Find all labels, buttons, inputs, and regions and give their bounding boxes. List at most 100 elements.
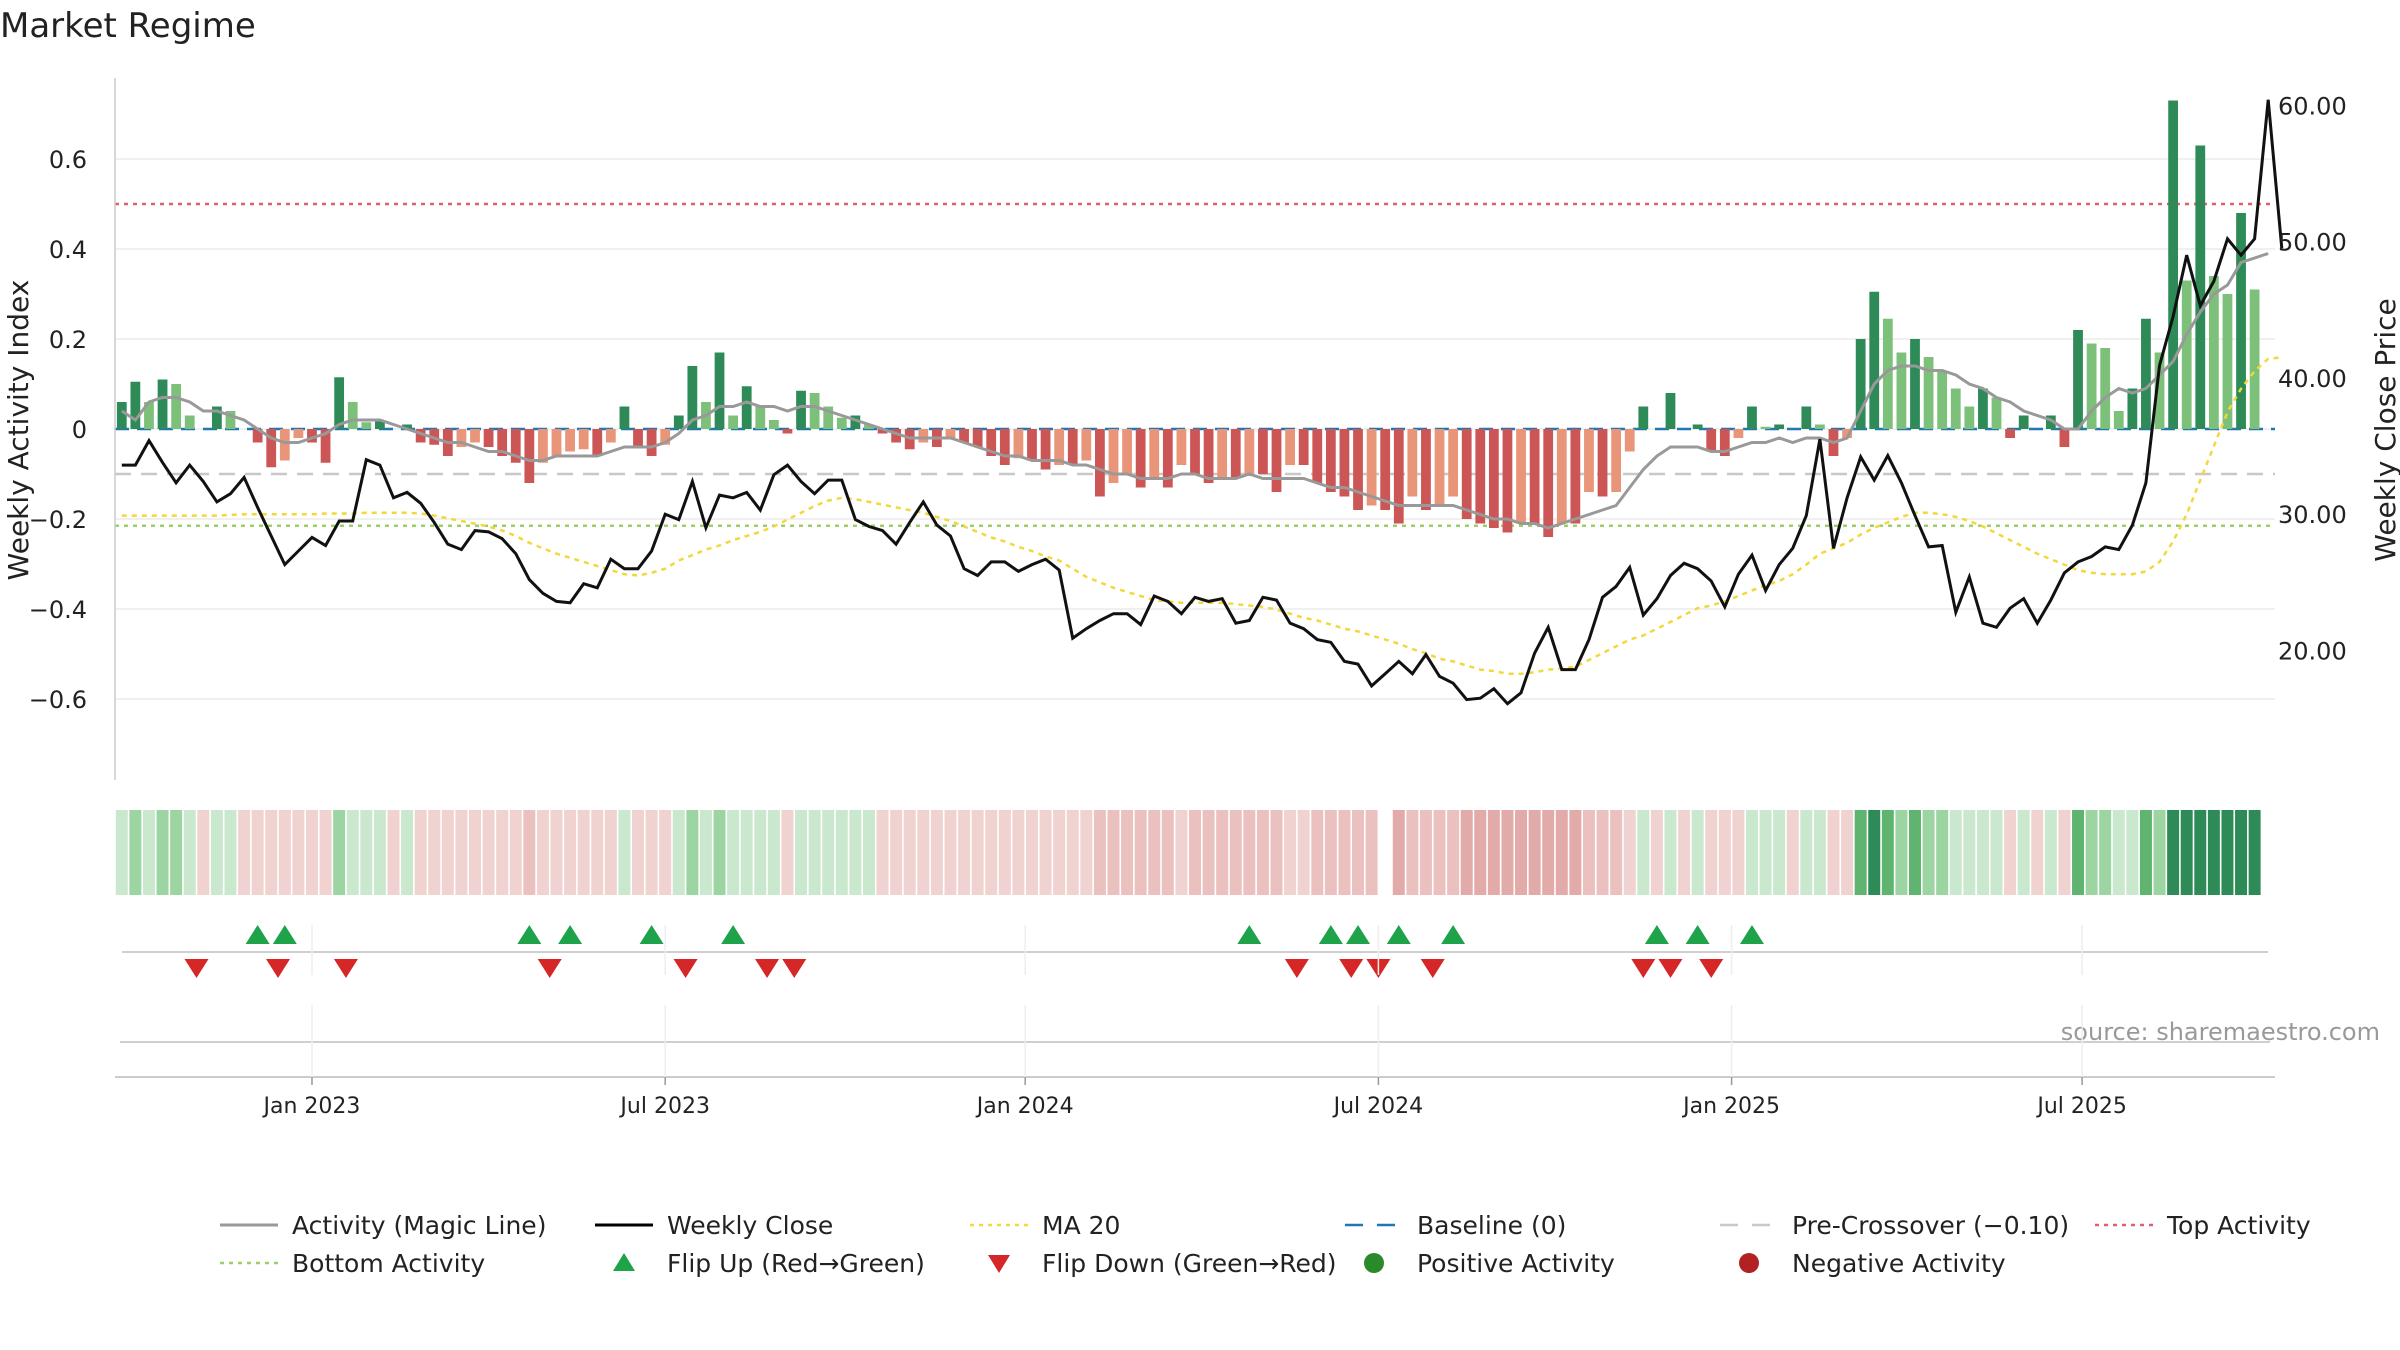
regime-cell	[2180, 810, 2193, 895]
activity-bar	[538, 429, 548, 463]
regime-cell	[1610, 810, 1623, 895]
activity-bar	[1393, 429, 1404, 524]
activity-bar	[2168, 100, 2179, 429]
regime-cell	[2072, 810, 2085, 895]
legend-label: Flip Up (Red→Green)	[667, 1249, 925, 1278]
regime-cell	[1745, 810, 1758, 895]
activity-bar	[959, 429, 969, 443]
regime-cell	[876, 810, 889, 895]
regime-cell	[441, 810, 454, 895]
activity-bar	[1108, 429, 1119, 483]
activity-bar	[184, 415, 195, 429]
regime-cell	[577, 810, 590, 895]
x-tick-label: Jul 2025	[2035, 1094, 2127, 1119]
flip-up-marker	[558, 925, 583, 944]
regime-cell	[1759, 810, 1772, 895]
x-tick-label: Jan 2025	[1681, 1094, 1780, 1119]
regime-cell	[224, 810, 237, 895]
flip-up-marker	[1685, 925, 1710, 944]
regime-cell	[2194, 810, 2207, 895]
activity-bars	[116, 100, 2260, 537]
flip-down-marker	[266, 959, 291, 978]
flip-down-marker	[1658, 959, 1683, 978]
legend-item: Flip Up (Red→Green)	[613, 1249, 925, 1278]
legend-item: Flip Down (Green→Red)	[988, 1249, 1337, 1278]
regime-cell	[1392, 810, 1405, 895]
activity-bar	[144, 402, 154, 429]
regime-cell	[835, 810, 848, 895]
activity-bar	[1448, 429, 1459, 497]
y2-axis-label: Weekly Close Price	[2369, 298, 2400, 561]
activity-bar	[402, 424, 412, 429]
activity-bar	[877, 429, 888, 434]
activity-bar	[1529, 429, 1540, 524]
regime-cell	[2221, 810, 2234, 895]
activity-bar	[307, 429, 317, 443]
legend-label: MA 20	[1042, 1211, 1120, 1240]
regime-cell	[645, 810, 658, 895]
legend-item: Bottom Activity	[220, 1249, 485, 1278]
activity-bar	[1312, 429, 1323, 483]
flip-up-marker	[517, 925, 542, 944]
regime-cell	[1012, 810, 1025, 895]
regime-cell	[1352, 810, 1365, 895]
activity-bar	[673, 415, 684, 429]
activity-bar	[714, 352, 725, 429]
regime-cell	[373, 810, 386, 895]
activity-bar	[2113, 411, 2124, 429]
regime-cell	[944, 810, 957, 895]
ma20-line	[121, 356, 2282, 675]
regime-cell	[142, 810, 155, 895]
activity-bar	[619, 406, 630, 429]
legend-item: Top Activity	[2095, 1211, 2311, 1240]
regime-cell	[1623, 810, 1636, 895]
activity-bar	[1978, 388, 1988, 429]
activity-bar	[1624, 429, 1635, 452]
regime-cell	[903, 810, 916, 895]
regime-cell	[1474, 810, 1487, 895]
activity-bar	[1258, 429, 1268, 474]
regime-cell	[129, 810, 142, 895]
regime-cell	[1297, 810, 1310, 895]
regime-cell	[469, 810, 481, 895]
x-tick-label: Jan 2024	[975, 1094, 1074, 1119]
flip-down-marker	[755, 959, 780, 978]
activity-bar	[2208, 276, 2219, 429]
regime-cell	[2099, 810, 2112, 895]
weekly-close-line	[121, 99, 2284, 706]
legend-label: Activity (Magic Line)	[292, 1211, 546, 1240]
activity-bar	[1325, 429, 1336, 492]
flip-up-marker	[1386, 925, 1411, 944]
activity-bar	[1421, 429, 1431, 510]
activity-bar	[2236, 213, 2246, 429]
legend-label: Pre-Crossover (−0.10)	[1792, 1211, 2069, 1240]
activity-bar	[252, 429, 263, 443]
regime-cell	[1786, 810, 1799, 895]
regime-cell	[1813, 810, 1826, 895]
regime-cell	[849, 810, 862, 895]
activity-bar	[279, 429, 290, 461]
regime-cell	[1827, 810, 1840, 895]
flip-down-marker	[1699, 959, 1724, 978]
regime-cell	[1433, 810, 1446, 895]
flip-down-marker	[1631, 959, 1656, 978]
regime-cell	[822, 810, 835, 895]
regime-strip	[115, 810, 2261, 895]
regime-cell	[1990, 810, 2003, 895]
activity-bar	[1638, 406, 1649, 429]
regime-cell	[2085, 810, 2098, 895]
activity-bar	[1203, 429, 1214, 483]
regime-cell	[1270, 810, 1283, 895]
regime-cell	[1460, 810, 1473, 895]
regime-cell	[1515, 810, 1528, 895]
regime-cell	[509, 810, 522, 895]
flip-down-marker	[1420, 959, 1445, 978]
activity-bar	[2181, 280, 2192, 429]
activity-bar	[1271, 429, 1282, 492]
activity-bar	[334, 377, 345, 429]
y-tick-label: 0	[72, 416, 87, 444]
regime-cell	[1284, 810, 1297, 895]
activity-bar	[320, 429, 331, 463]
regime-cell	[740, 810, 753, 895]
activity-bar	[1122, 429, 1132, 474]
